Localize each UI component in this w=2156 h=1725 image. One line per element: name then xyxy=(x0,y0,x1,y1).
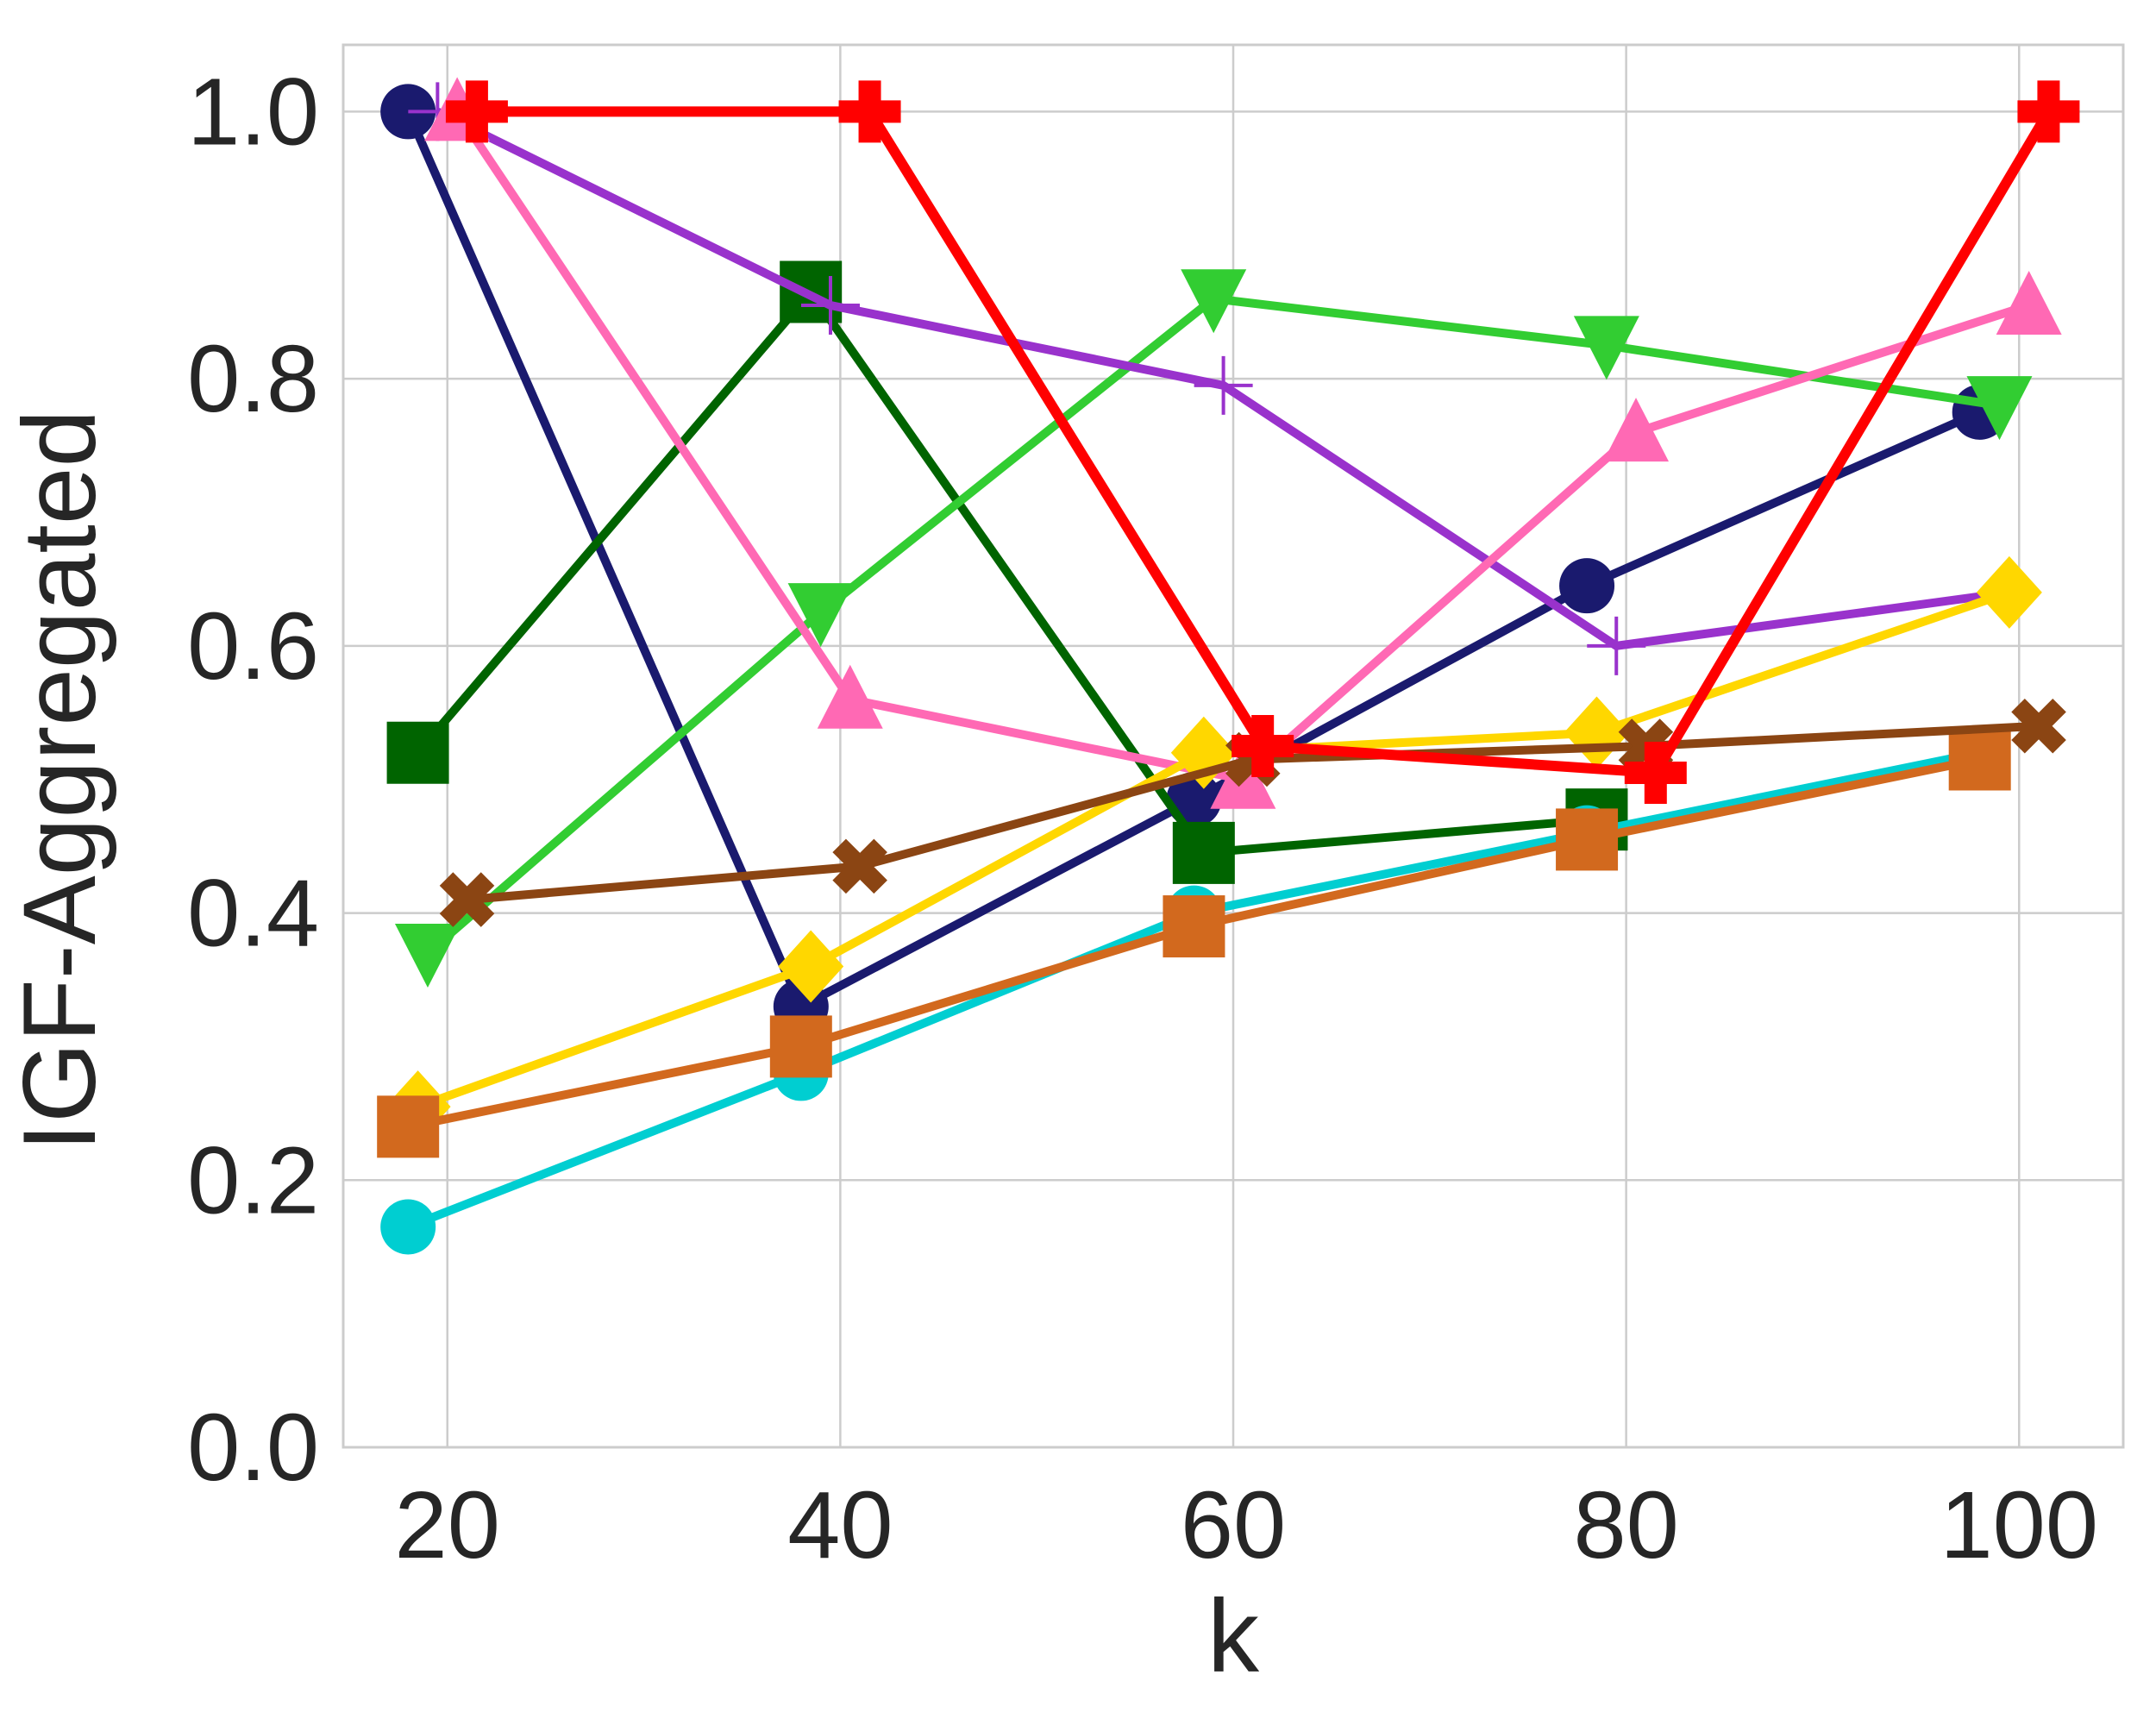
x-axis-label: k xyxy=(1207,1578,1260,1694)
data-point xyxy=(1948,728,2011,791)
y-tick-label: 0.0 xyxy=(187,1395,319,1501)
x-tick-labels: 20 40 60 80 100 xyxy=(395,1472,2098,1578)
x-tick-label: 80 xyxy=(1573,1472,1678,1578)
series-5 xyxy=(424,77,2062,809)
data-point xyxy=(380,84,436,140)
data-point xyxy=(817,664,883,729)
data-point xyxy=(800,275,860,335)
data-point xyxy=(778,930,844,1003)
y-tick-label: 0.4 xyxy=(187,861,319,967)
data-point xyxy=(832,838,887,894)
y-axis-label: IGF-Aggregated xyxy=(2,410,117,1151)
y-tick-label: 0.8 xyxy=(187,326,319,432)
series-layer xyxy=(377,77,2080,1255)
x-tick-label: 20 xyxy=(395,1472,500,1578)
y-tick-labels: 0.0 0.2 0.4 0.6 0.8 1.0 xyxy=(187,59,319,1501)
data-point xyxy=(1556,808,1619,871)
data-point xyxy=(1172,821,1235,884)
data-point xyxy=(1587,616,1646,675)
x-tick-label: 100 xyxy=(1940,1472,2098,1578)
plot-area-frame xyxy=(342,43,2125,1449)
x-tick-label: 40 xyxy=(787,1472,893,1578)
data-point xyxy=(1996,270,2062,335)
data-point xyxy=(380,1199,436,1255)
data-point xyxy=(1232,715,1294,777)
data-point xyxy=(2017,80,2080,143)
data-point xyxy=(838,80,901,143)
series-3 xyxy=(394,269,2033,988)
data-point xyxy=(386,721,449,784)
data-point xyxy=(2011,698,2066,754)
data-point xyxy=(1966,376,2033,441)
data-point xyxy=(1194,355,1253,415)
series-8 xyxy=(377,728,2011,1158)
series-10 xyxy=(445,80,2080,804)
data-point xyxy=(1163,895,1225,958)
data-point xyxy=(787,583,854,648)
data-point xyxy=(445,80,508,143)
y-tick-label: 1.0 xyxy=(187,59,319,165)
data-point xyxy=(1976,555,2042,629)
data-point xyxy=(439,872,495,927)
data-point xyxy=(394,924,461,988)
y-tick-label: 0.6 xyxy=(187,593,319,699)
data-point xyxy=(769,1015,832,1078)
data-point xyxy=(1559,558,1615,614)
series-line xyxy=(414,287,1597,857)
data-point xyxy=(1573,316,1639,380)
data-point xyxy=(1181,269,1247,334)
data-point xyxy=(377,1095,440,1158)
data-point xyxy=(1603,398,1670,462)
x-tick-label: 60 xyxy=(1181,1472,1286,1578)
data-point xyxy=(1624,741,1687,804)
y-tick-label: 0.2 xyxy=(187,1127,319,1233)
